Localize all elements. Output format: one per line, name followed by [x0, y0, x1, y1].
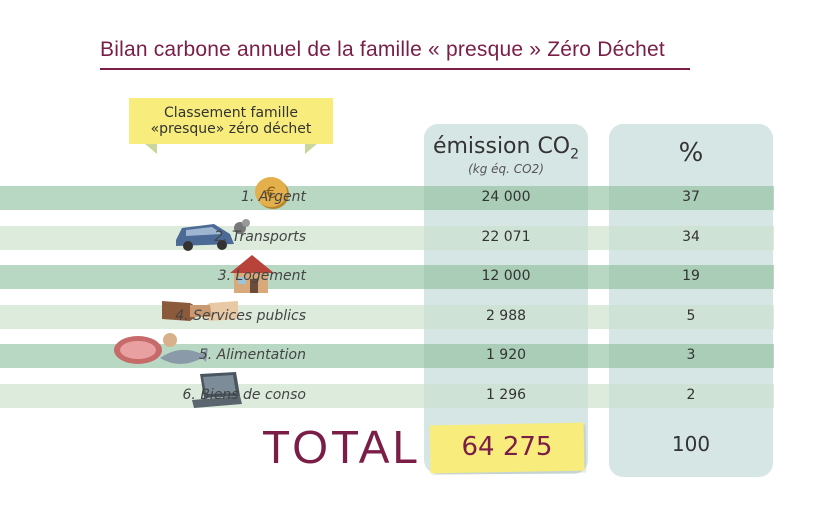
- ribbon-line-2: «presque» zéro déchet: [150, 121, 312, 137]
- emission-unit: (kg éq. CO2): [468, 162, 544, 176]
- svg-text:€: €: [266, 183, 276, 202]
- emission-header-sub: 2: [570, 146, 580, 163]
- ranking-ribbon: Classement famille «presque» zéro déchet: [105, 98, 357, 158]
- row-emission: 22 071: [481, 229, 531, 245]
- row-emission: 24 000: [481, 189, 531, 205]
- row-percent: 19: [682, 268, 700, 284]
- handshake-icon: [160, 293, 240, 333]
- car-icon: [172, 214, 252, 258]
- row-label: 5. Alimentation: [198, 347, 306, 363]
- table-row: 3. Logement 12 000 19: [0, 255, 774, 293]
- row-emission: 12 000: [481, 268, 531, 284]
- row-emission-cell-bg: [424, 305, 588, 329]
- row-label: 3. Logement: [217, 268, 306, 284]
- table-row: 4. Services publics 2 988 5: [0, 301, 774, 329]
- table-row: 5. Alimentation 1 920 3: [0, 333, 774, 368]
- row-emission-cell-bg: [424, 226, 588, 250]
- row-emission: 2 988: [485, 308, 527, 324]
- row-label: 4. Services publics: [175, 308, 306, 324]
- row-percent-cell-bg: [609, 344, 773, 368]
- ribbon-line-1: Classement famille: [164, 105, 298, 121]
- row-percent-cell-bg: [609, 265, 773, 289]
- emission-header: émission CO2: [424, 134, 588, 162]
- total-percent: 100: [671, 432, 711, 456]
- emission-header-text: émission CO: [432, 134, 571, 159]
- row-percent: 3: [686, 347, 696, 363]
- row-percent: 37: [682, 189, 700, 205]
- title-underline: [100, 68, 690, 70]
- row-percent-cell-bg: [609, 186, 773, 210]
- total-emission: 64 275: [461, 432, 553, 462]
- total-label: TOTAL :: [262, 421, 451, 473]
- row-emission-cell-bg: [424, 265, 588, 289]
- ribbon-band: Classement famille «presque» zéro déchet: [129, 98, 333, 144]
- row-emission: 1 296: [485, 387, 527, 403]
- food-icon: [110, 330, 210, 374]
- row-emission-cell-bg: [424, 186, 588, 210]
- row-percent: 5: [686, 308, 696, 324]
- laptop-icon: [190, 370, 244, 414]
- row-label: 6. Biens de conso: [182, 387, 306, 403]
- euro-coin-icon: €: [252, 172, 292, 216]
- percent-column: [609, 124, 773, 477]
- table-row: 2. Transports 22 071 34: [0, 219, 774, 251]
- row-label: 1. Argent: [240, 189, 306, 205]
- house-icon: [228, 251, 276, 299]
- row-percent-cell-bg: [609, 226, 773, 250]
- row-emission-cell-bg: [424, 384, 588, 408]
- row-percent-cell-bg: [609, 305, 773, 329]
- row-emission-cell-bg: [424, 344, 588, 368]
- row-percent-cell-bg: [609, 384, 773, 408]
- table-row: €1. Argent 24 000 37: [0, 177, 774, 210]
- emission-column: [424, 124, 588, 474]
- table-row: 6. Biens de conso 1 296 2: [0, 372, 774, 408]
- row-emission: 1 920: [485, 347, 527, 363]
- row-label: 2. Transports: [214, 229, 306, 245]
- percent-header: %: [678, 138, 704, 168]
- chart-title: Bilan carbone annuel de la famille « pre…: [100, 38, 665, 61]
- row-percent: 2: [686, 387, 696, 403]
- row-percent: 34: [682, 229, 700, 245]
